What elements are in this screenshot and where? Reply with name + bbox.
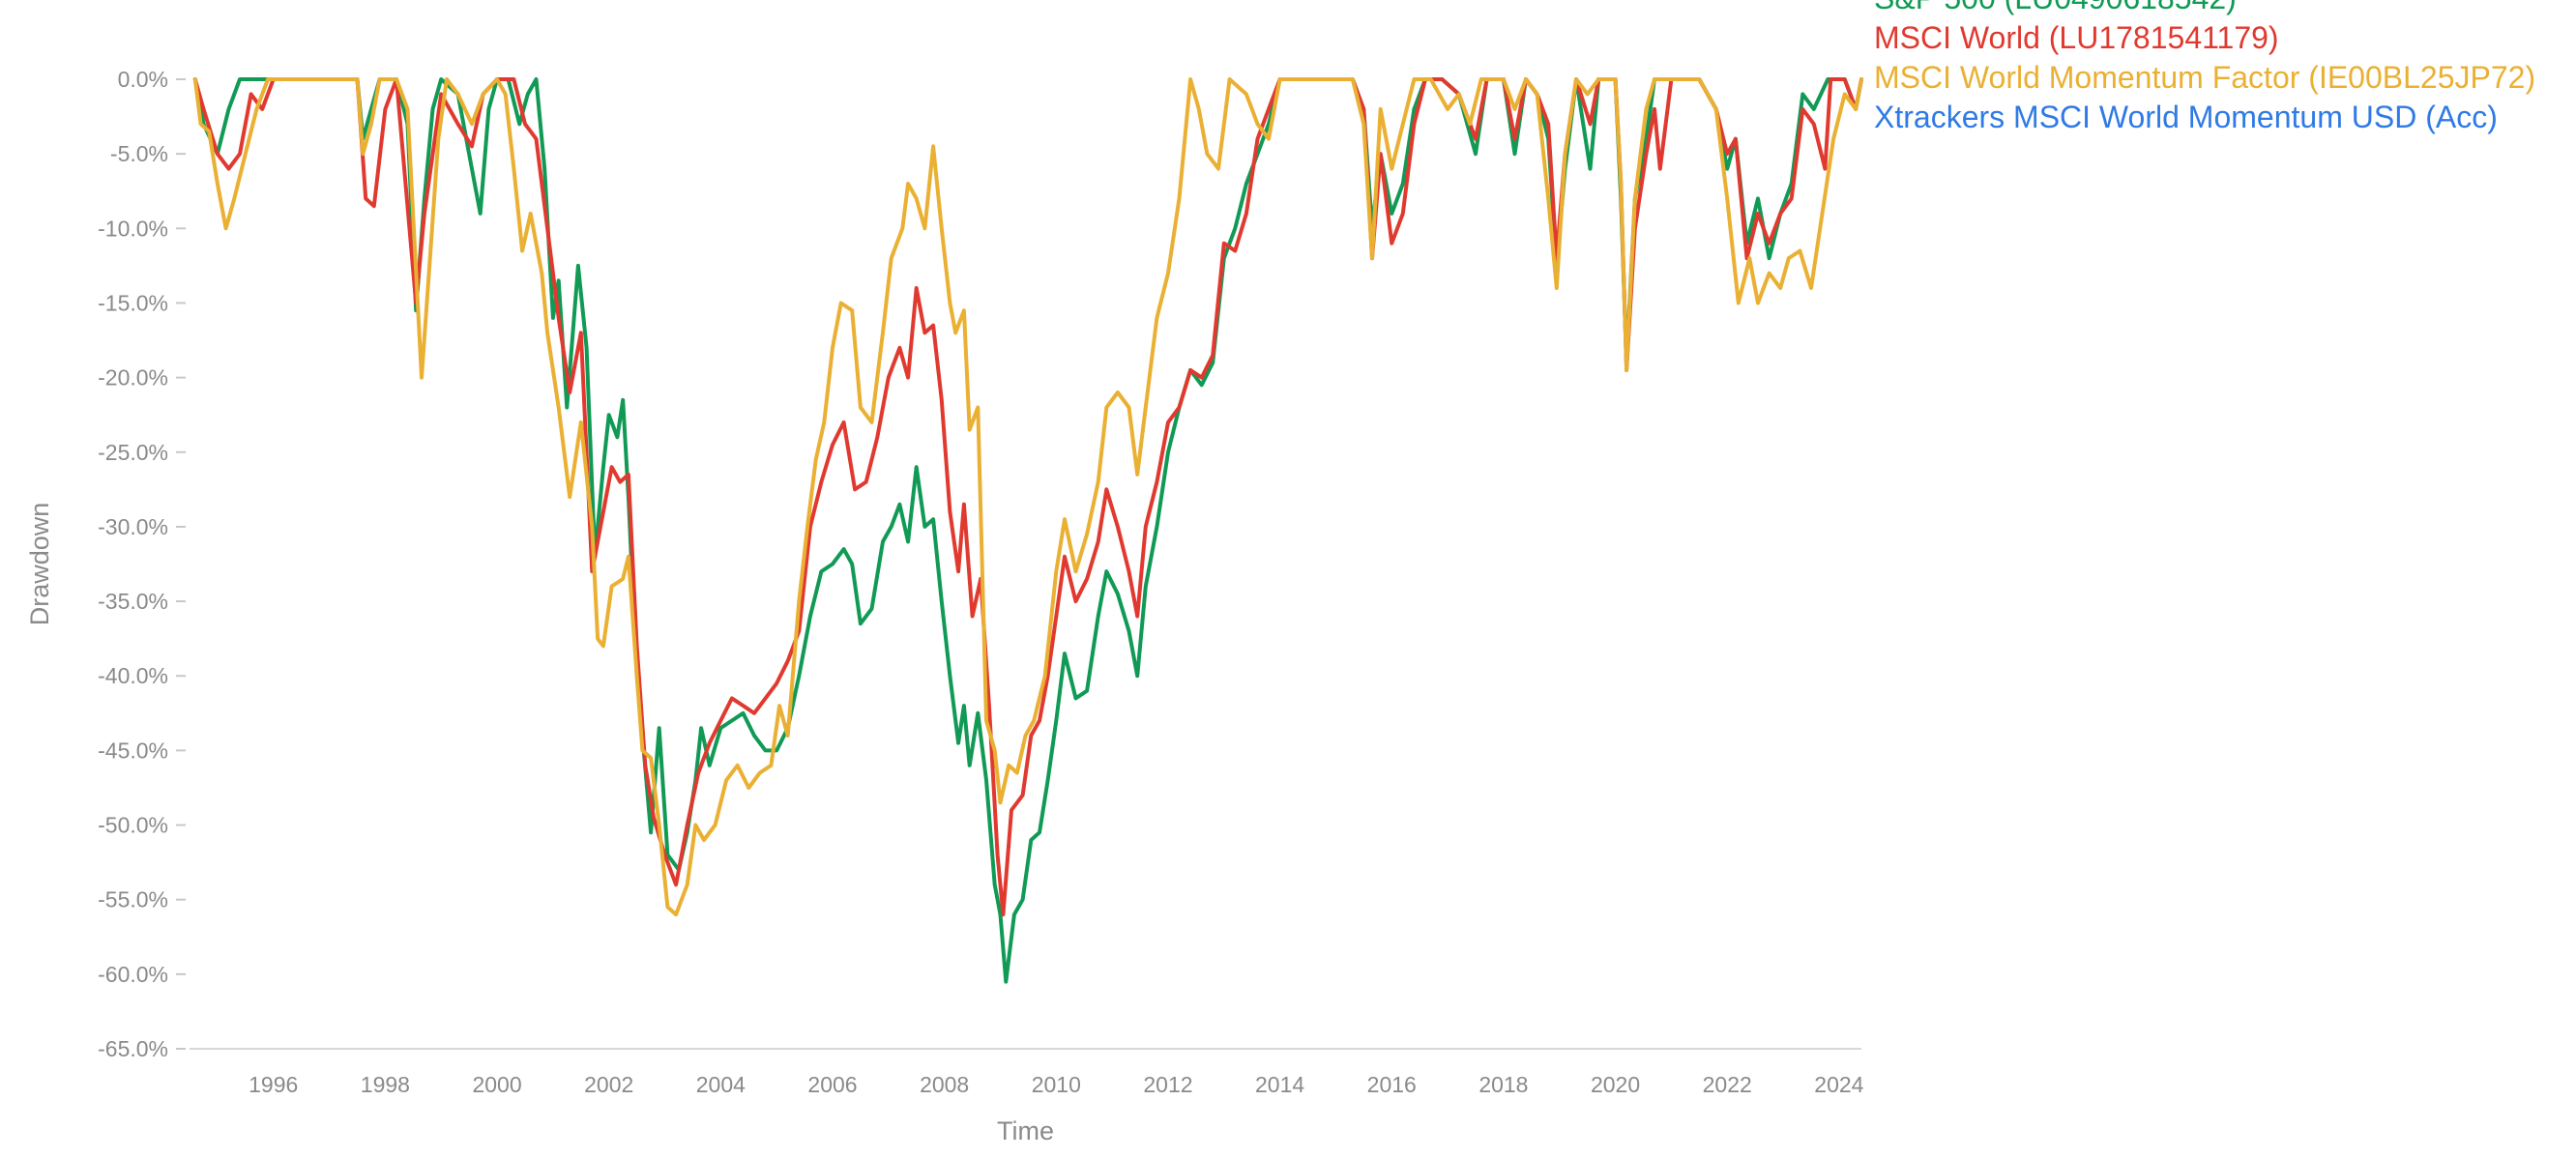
x-tick-label: 2010 (1032, 1072, 1081, 1097)
x-tick-label: 2004 (696, 1072, 746, 1097)
legend-item-2: MSCI World Momentum Factor (IE00BL25JP72… (1874, 60, 2536, 95)
series-line-2 (192, 77, 1863, 917)
legend-item-0: S&P 500 (LU0490618542) (1874, 0, 2535, 18)
x-tick-label: 2016 (1367, 1072, 1417, 1097)
x-tick-label: 2020 (1591, 1072, 1640, 1097)
x-tick-label: 1998 (361, 1072, 410, 1097)
x-tick-label: 2006 (807, 1072, 857, 1097)
x-tick-label: 1996 (249, 1072, 298, 1097)
y-tick-label: -60.0% (98, 962, 168, 987)
x-tick-label: 2024 (1814, 1072, 1863, 1097)
y-axis-title: Drawdown (25, 503, 54, 626)
y-tick-label: -65.0% (98, 1036, 168, 1061)
y-axis: 0.0% -5.0% -10.0% -15.0% -20.0% -25.0% -30.0% -… (98, 67, 186, 1061)
y-tick-label: -5.0% (110, 141, 168, 166)
series-line-1 (192, 77, 1863, 917)
legend-item-3: Xtrackers MSCI World Momentum USD (Acc) (1874, 100, 2498, 134)
y-tick-label: -15.0% (98, 290, 168, 315)
y-tick-label: 0.0% (118, 67, 168, 92)
series-line-0 (192, 77, 1863, 984)
y-tick-label: -35.0% (98, 589, 168, 614)
legend-item-1: MSCI World (LU1781541179) (1874, 20, 2279, 55)
y-tick-label: -40.0% (98, 663, 168, 688)
x-tick-label: 2012 (1143, 1072, 1192, 1097)
y-tick-label: -20.0% (98, 365, 168, 391)
x-axis: 1996 1998 2000 2002 2004 2006 2008 2010 2012 2014… (249, 1072, 1864, 1097)
x-axis-title: Time (997, 1116, 1054, 1145)
x-tick-label: 2018 (1478, 1072, 1528, 1097)
y-tick-label: -10.0% (98, 216, 168, 241)
x-tick-label: 2002 (584, 1072, 633, 1097)
chart-legend: S&P 500 (LU0490618542) MSCI World (LU1781… (1874, 0, 2535, 137)
y-tick-label: -55.0% (98, 887, 168, 912)
y-tick-label: -50.0% (98, 813, 168, 838)
y-tick-label: -25.0% (98, 440, 168, 465)
x-tick-label: 2022 (1703, 1072, 1752, 1097)
y-tick-label: -45.0% (98, 738, 168, 763)
x-tick-label: 2000 (472, 1072, 521, 1097)
x-tick-label: 2008 (920, 1072, 969, 1097)
y-tick-label: -30.0% (98, 514, 168, 539)
plot-area (192, 77, 1863, 984)
x-tick-label: 2014 (1255, 1072, 1304, 1097)
